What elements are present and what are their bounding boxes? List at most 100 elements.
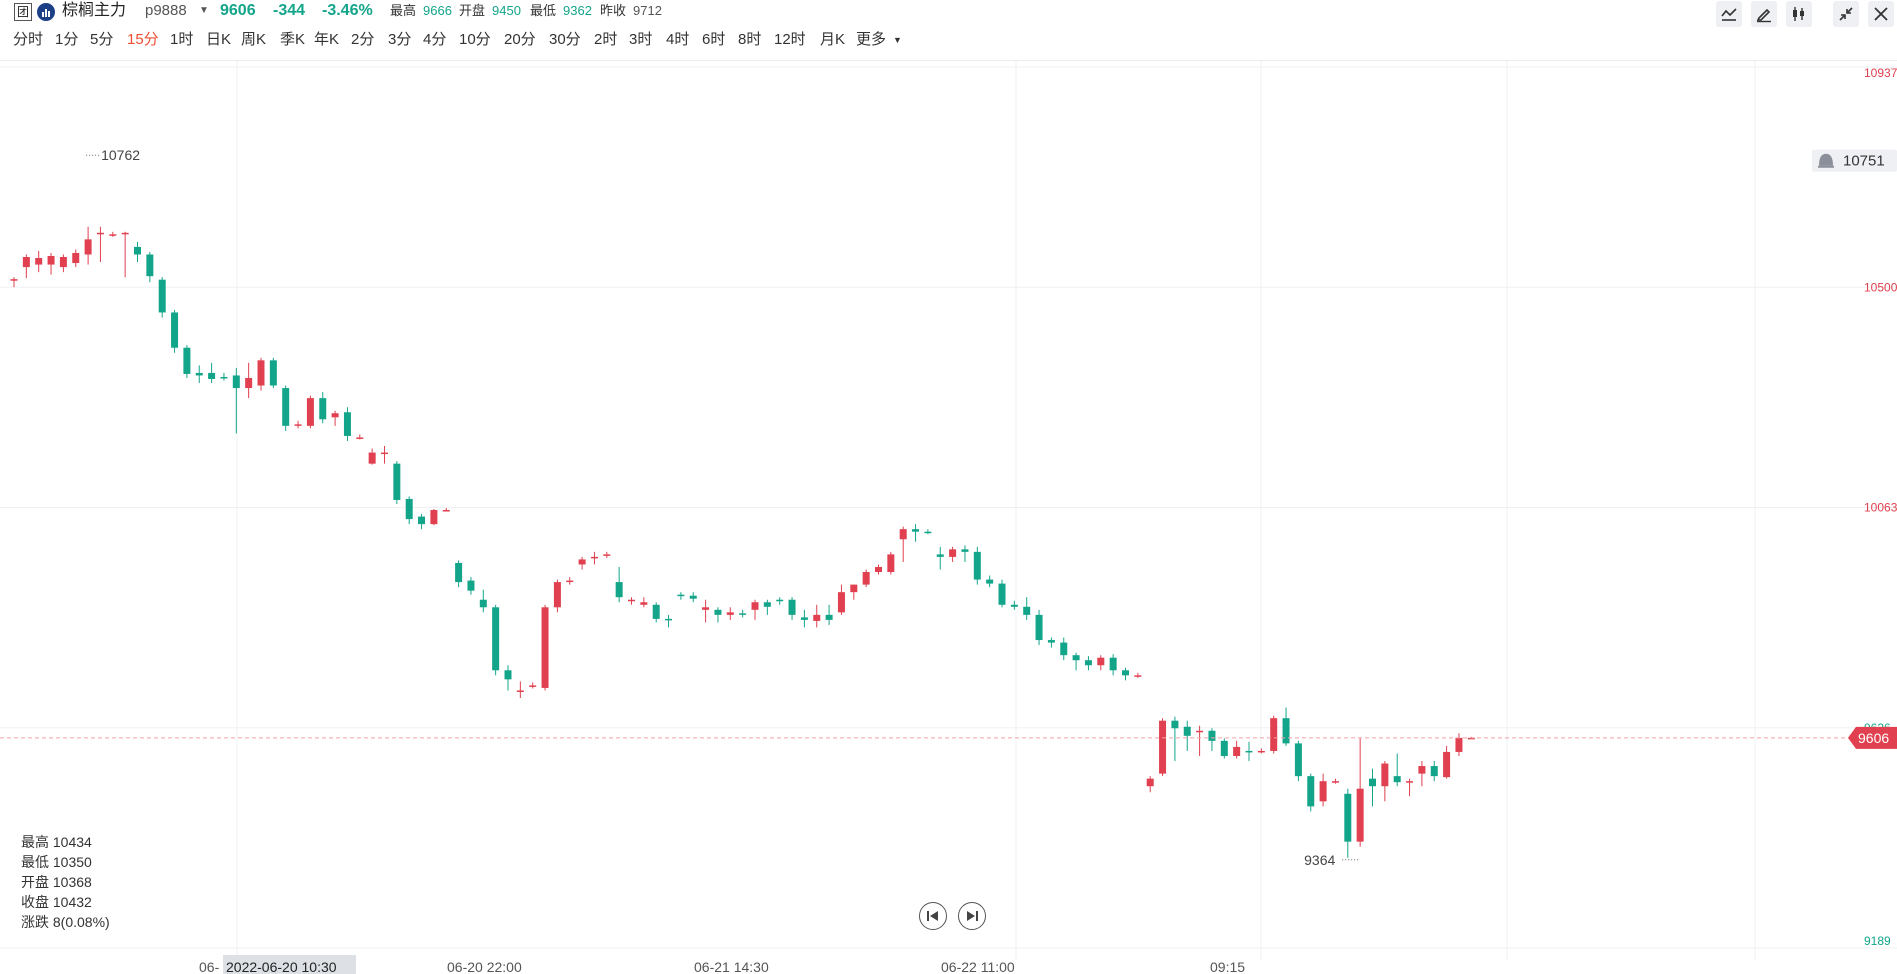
candle-body[interactable]: [245, 377, 253, 389]
candle-body[interactable]: [751, 602, 759, 610]
candle-body[interactable]: [825, 614, 833, 620]
candle-body[interactable]: [1047, 640, 1055, 643]
candle-body[interactable]: [776, 599, 784, 602]
candle-body[interactable]: [269, 360, 277, 386]
candle-body[interactable]: [640, 602, 648, 605]
candle-body[interactable]: [1356, 788, 1364, 842]
candle-body[interactable]: [257, 360, 265, 386]
candle-body[interactable]: [331, 413, 339, 418]
period-tab[interactable]: 1时: [170, 31, 194, 48]
candle-body[interactable]: [356, 437, 364, 439]
instrument-code[interactable]: p9888: [145, 2, 187, 19]
candle-body[interactable]: [368, 452, 376, 464]
candle-body[interactable]: [195, 372, 203, 376]
candle-body[interactable]: [788, 599, 796, 615]
period-tab[interactable]: 6时: [702, 31, 726, 48]
candle-body[interactable]: [912, 529, 920, 532]
period-tab[interactable]: 月K: [820, 31, 846, 48]
candle-body[interactable]: [1344, 793, 1352, 842]
candle-body[interactable]: [1208, 730, 1216, 741]
candle-body[interactable]: [1220, 740, 1228, 756]
candle-body[interactable]: [899, 529, 907, 540]
candle-body[interactable]: [628, 599, 635, 602]
candle-body[interactable]: [1233, 746, 1241, 756]
period-tab[interactable]: 季K: [280, 31, 306, 48]
period-tab[interactable]: 2分: [351, 31, 375, 48]
candle-body[interactable]: [220, 376, 228, 379]
candle-body[interactable]: [343, 412, 351, 436]
period-tab[interactable]: 5分: [90, 31, 114, 48]
candle-body[interactable]: [1060, 642, 1068, 656]
candle-body[interactable]: [1455, 737, 1463, 752]
period-tab[interactable]: 8时: [738, 31, 762, 48]
candle-body[interactable]: [603, 554, 611, 556]
chevron-down-icon[interactable]: ▼: [893, 35, 902, 45]
candle-body[interactable]: [121, 232, 129, 235]
period-tab[interactable]: 3分: [388, 31, 412, 48]
candle-body[interactable]: [455, 562, 463, 583]
candle-body[interactable]: [973, 551, 981, 580]
candle-body[interactable]: [949, 549, 957, 557]
candle-body[interactable]: [763, 602, 771, 607]
close-icon[interactable]: [1868, 1, 1894, 27]
candle-body[interactable]: [1097, 657, 1105, 666]
candle-body[interactable]: [1134, 675, 1142, 677]
candle-body[interactable]: [467, 580, 475, 591]
candle-body[interactable]: [1245, 750, 1253, 753]
candle-body[interactable]: [1381, 763, 1389, 787]
candle-body[interactable]: [393, 463, 401, 500]
next-icon[interactable]: [958, 902, 986, 930]
candle-body[interactable]: [442, 510, 450, 512]
candle-body[interactable]: [1369, 778, 1376, 787]
period-tab[interactable]: 年K: [314, 31, 340, 48]
candle-body[interactable]: [1270, 718, 1278, 751]
candle-body[interactable]: [714, 609, 722, 615]
candle-body[interactable]: [183, 347, 191, 374]
candle-body[interactable]: [936, 554, 944, 557]
period-tab[interactable]: 更多: [856, 31, 887, 48]
candle-body[interactable]: [282, 388, 290, 426]
candle-body[interactable]: [813, 614, 821, 621]
candle-body[interactable]: [306, 398, 314, 426]
candle-body[interactable]: [109, 234, 117, 236]
candle-body[interactable]: [492, 607, 500, 671]
candle-body[interactable]: [134, 246, 141, 255]
candle-body[interactable]: [837, 592, 845, 613]
candle-body[interactable]: [47, 256, 55, 265]
candle-body[interactable]: [171, 312, 179, 348]
candle-body[interactable]: [986, 579, 994, 584]
candle-body[interactable]: [84, 239, 92, 255]
candle-body[interactable]: [72, 252, 80, 264]
candle-body[interactable]: [689, 595, 697, 599]
candle-body[interactable]: [381, 452, 388, 455]
candle-body[interactable]: [232, 375, 240, 389]
candle-body[interactable]: [1035, 614, 1043, 641]
candle-body[interactable]: [726, 612, 734, 615]
candle-body[interactable]: [1406, 781, 1414, 783]
candlestick-icon[interactable]: [1786, 1, 1812, 27]
period-tab[interactable]: 2时: [594, 31, 618, 48]
candle-body[interactable]: [590, 556, 598, 559]
candle-body[interactable]: [1084, 660, 1092, 666]
candle-body[interactable]: [1319, 781, 1327, 802]
candle-body[interactable]: [504, 670, 512, 680]
period-tab[interactable]: 分时: [13, 31, 44, 48]
candle-body[interactable]: [615, 582, 623, 598]
bell-icon[interactable]: [1819, 153, 1833, 166]
candle-body[interactable]: [22, 257, 30, 268]
candle-body[interactable]: [1331, 781, 1339, 783]
candle-body[interactable]: [529, 685, 537, 687]
candle-body[interactable]: [1196, 730, 1204, 733]
candle-body[interactable]: [862, 572, 870, 585]
candle-body[interactable]: [677, 594, 685, 597]
period-tab[interactable]: 日K: [206, 31, 232, 48]
period-tab[interactable]: 3时: [629, 31, 653, 48]
candle-body[interactable]: [1282, 718, 1290, 744]
candle-body[interactable]: [1010, 604, 1018, 607]
candle-body[interactable]: [96, 232, 104, 235]
candle-body[interactable]: [553, 582, 561, 608]
collapse-icon[interactable]: [1833, 1, 1859, 27]
candle-body[interactable]: [1307, 776, 1315, 807]
candle-body[interactable]: [418, 516, 426, 525]
period-tab[interactable]: 周K: [241, 31, 267, 48]
